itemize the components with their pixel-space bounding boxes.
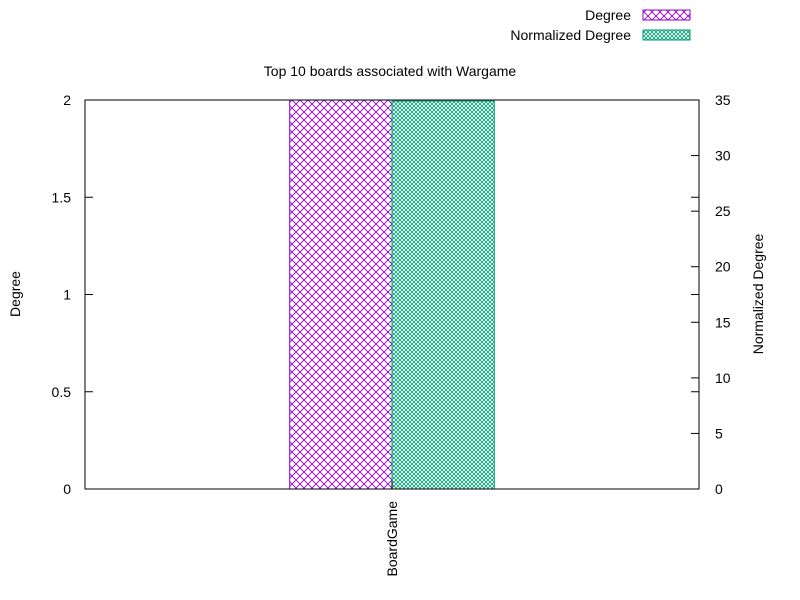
y2-tick-label: 35 [715,92,731,108]
y-axis: 0 0.5 1 1.5 2 [52,92,699,497]
bar-normalized-degree [391,100,495,490]
legend-swatch [642,9,691,21]
legend-label: Normalized Degree [510,27,631,43]
y2-tick-label: 15 [715,314,731,330]
x-axis: BoardGame [384,481,400,576]
chart-title: Top 10 boards associated with Wargame [264,63,517,79]
legend: Degree Normalized Degree [510,7,691,43]
y2-tick-label: 30 [715,148,731,164]
y2-tick-label: 20 [715,259,731,275]
y-tick-label: 2 [63,92,71,108]
y2-axis-label: Normalized Degree [750,233,766,354]
bars [289,99,495,490]
legend-swatch [642,29,691,41]
y2-tick-label: 5 [715,425,723,441]
y-tick-label: 0 [63,481,71,497]
y2-tick-label: 10 [715,370,731,386]
x-tick-label: BoardGame [384,501,400,577]
bar-degree [289,99,393,490]
y2-tick-label: 0 [715,481,723,497]
y-axis-label: Degree [7,271,23,317]
y-tick-label: 1.5 [52,189,72,205]
y2-axis: 0 5 10 15 20 25 30 35 [691,92,731,497]
y-tick-label: 0.5 [52,384,72,400]
legend-label: Degree [585,7,631,23]
y2-tick-label: 25 [715,203,731,219]
y-tick-label: 1 [63,287,71,303]
